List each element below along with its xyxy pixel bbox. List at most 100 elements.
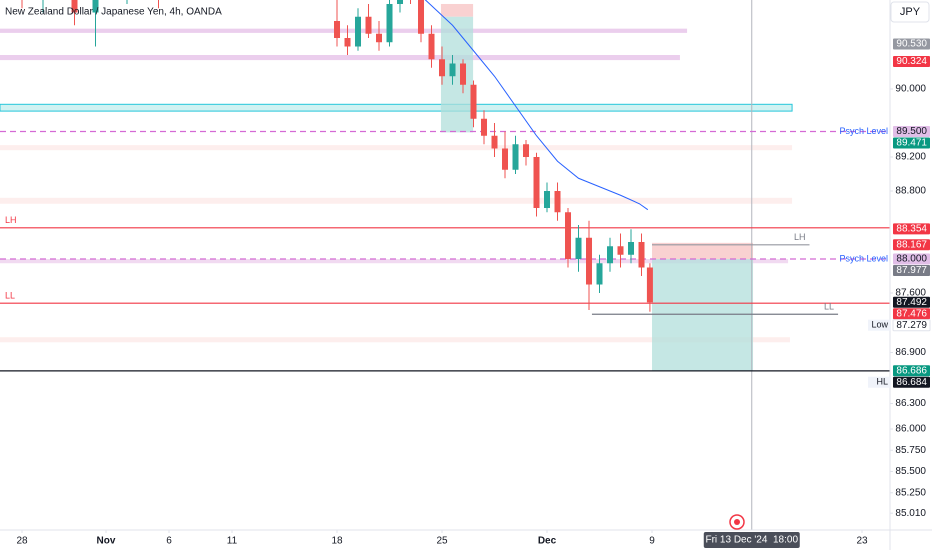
candle-body xyxy=(512,144,519,170)
candle-body xyxy=(554,191,561,213)
x-tick-label: 18 xyxy=(331,536,343,547)
price-badge xyxy=(892,319,931,332)
price-badge xyxy=(893,55,930,67)
alert-icon-dot xyxy=(734,519,740,525)
candle-body xyxy=(439,59,446,77)
target-zone xyxy=(440,16,474,133)
price-badge xyxy=(893,126,930,138)
y-tick-label: 89.200 xyxy=(895,152,926,163)
candle-body xyxy=(544,191,551,209)
candle-body xyxy=(365,16,372,34)
candle-body xyxy=(638,242,645,268)
candle-body xyxy=(533,157,540,209)
price-badge-label: 87.492 xyxy=(896,297,927,308)
candle-body xyxy=(418,0,425,34)
zone xyxy=(0,337,790,343)
zone xyxy=(0,259,789,264)
candle-body xyxy=(71,0,78,13)
price-badge-label: 86.686 xyxy=(896,365,927,376)
y-tick-label: 87.600 xyxy=(895,288,926,299)
candle-body xyxy=(586,237,593,285)
price-badge-label: 90.324 xyxy=(896,56,927,67)
price-badge-label: 87.977 xyxy=(896,265,927,276)
y-tick-label: 85.010 xyxy=(895,508,926,519)
candle-body xyxy=(646,267,653,303)
price-caption-box xyxy=(868,319,891,331)
moving-average xyxy=(424,0,649,211)
price-badge xyxy=(893,239,930,251)
candle-body xyxy=(565,212,572,260)
y-tick-label: 85.500 xyxy=(895,466,926,477)
price-badge-label: 86.684 xyxy=(896,377,927,388)
price-badge xyxy=(893,365,930,377)
price-badge-label: 87.476 xyxy=(896,308,927,319)
candle-body xyxy=(596,263,603,285)
x-tick-label: 28 xyxy=(16,536,28,547)
y-tick-label: 85.750 xyxy=(895,445,926,456)
level-label: LH xyxy=(5,215,17,225)
x-tick-label: Nov xyxy=(97,536,116,547)
zone xyxy=(0,145,793,151)
price-badge-label: 88.000 xyxy=(896,254,927,265)
x-tick-label: 25 xyxy=(436,536,448,547)
price-badge-label: 90.530 xyxy=(896,39,927,50)
price-caption: HL xyxy=(876,377,888,387)
candle-body xyxy=(449,63,456,77)
price-caption: Psych Level xyxy=(839,126,888,136)
plot-area: LH LH LL LL xyxy=(0,0,890,530)
crosshair-time-label: Fri 13 Dec '24 18:00 xyxy=(705,535,798,546)
y-tick-label: 85.250 xyxy=(895,487,926,498)
price-badge-label: 89.500 xyxy=(896,126,927,137)
candle-body xyxy=(523,144,530,158)
y-tick-label: 90.000 xyxy=(895,84,926,95)
price-badge-label: 88.354 xyxy=(896,224,927,235)
x-tick-label: Dec xyxy=(538,536,557,547)
price-badge xyxy=(893,137,930,149)
x-tick-label: 23 xyxy=(856,536,868,547)
price-caption-box xyxy=(868,376,891,388)
candle-body xyxy=(376,33,383,43)
candle-body xyxy=(92,0,99,13)
crosshair-time-box xyxy=(703,532,800,548)
candle-body xyxy=(575,237,582,260)
candle-body xyxy=(481,118,488,136)
axes: 90.000 89.200 88.800 87.600 86.900 86.300 86.0… xyxy=(16,38,931,548)
zone xyxy=(0,54,680,61)
zone xyxy=(0,28,688,33)
candle-body xyxy=(428,33,435,60)
x-tick-label: 6 xyxy=(166,536,172,547)
price-badge-label: 88.167 xyxy=(896,239,927,250)
price-badge xyxy=(893,308,930,320)
price-caption: Psych Level xyxy=(839,253,888,263)
y-tick-label: 86.000 xyxy=(895,424,926,435)
x-tick-label: 9 xyxy=(649,536,655,547)
price-badge xyxy=(893,38,930,50)
price-caption: Low xyxy=(871,320,888,330)
candle-body xyxy=(397,0,404,4)
candle-body xyxy=(344,37,351,47)
zone xyxy=(0,197,793,204)
price-badge xyxy=(893,265,930,277)
y-tick-label: 86.300 xyxy=(895,398,926,409)
price-badge-label: 89.471 xyxy=(896,138,927,149)
stop-zone xyxy=(652,242,754,260)
level-label: LL xyxy=(5,291,15,301)
candle-body xyxy=(386,3,393,43)
candle-body xyxy=(617,246,624,255)
price-badge xyxy=(893,296,930,308)
stop-zone xyxy=(440,3,474,17)
candle-body xyxy=(502,148,509,170)
candle-body xyxy=(607,246,614,264)
alert-icon[interactable] xyxy=(729,514,745,530)
price-badge xyxy=(893,376,930,388)
candle-body xyxy=(355,16,362,47)
x-tick-label: 11 xyxy=(227,536,238,547)
currency[interactable]: JPY xyxy=(900,6,921,18)
price-badge xyxy=(893,223,930,235)
candle-body xyxy=(334,20,341,38)
chart-title: New Zealand Dollar / Japanese Yen, 4h, O… xyxy=(5,7,222,18)
zone xyxy=(0,103,793,112)
currency-button[interactable] xyxy=(890,1,930,23)
price-badge-label: 87.279 xyxy=(896,320,927,331)
